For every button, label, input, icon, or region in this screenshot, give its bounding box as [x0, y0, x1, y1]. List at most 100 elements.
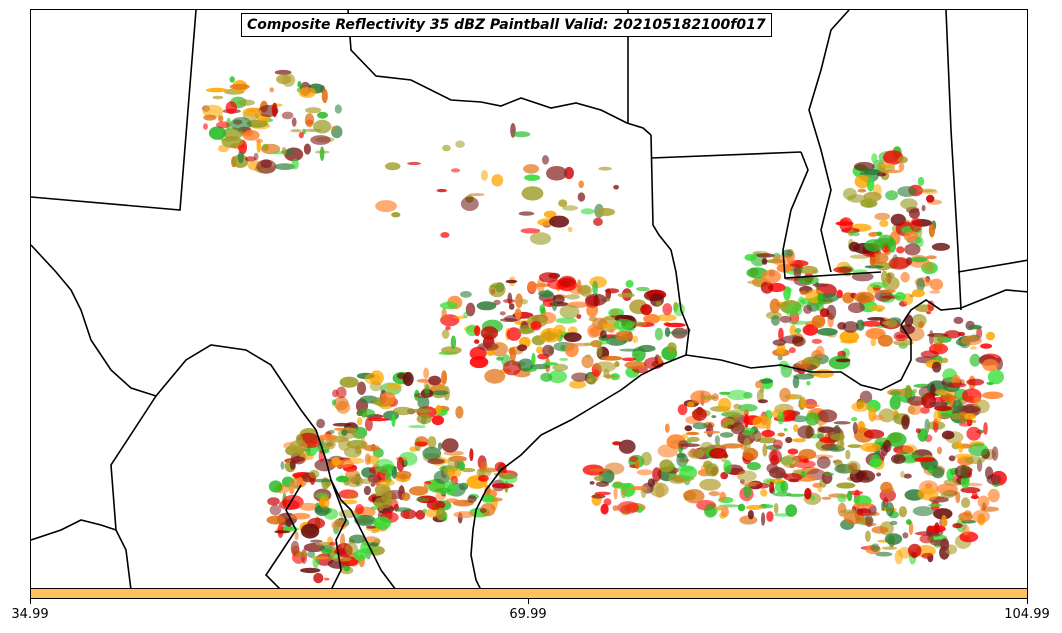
paintball-blob	[706, 423, 714, 438]
paintball-blob	[588, 468, 609, 472]
paintball-blob	[837, 493, 847, 503]
paintball-blob	[783, 286, 791, 301]
paintball-blob	[612, 505, 619, 511]
paintball-blob	[536, 346, 544, 354]
paintball-blob	[931, 361, 942, 373]
paintball-blob	[830, 433, 845, 441]
paintball-blob	[933, 409, 942, 424]
paintball-blob	[804, 488, 812, 500]
map-canvas	[31, 10, 1027, 588]
paintball-blob	[961, 497, 971, 509]
colorbar-tick-mid	[528, 599, 529, 604]
paintball-blob	[779, 387, 791, 403]
paintball-blob	[800, 265, 818, 275]
paintball-blob	[708, 491, 720, 497]
paintball-blob	[772, 254, 793, 266]
paintball-blob	[308, 469, 320, 479]
paintball-blob	[617, 292, 635, 298]
paintball-blob	[793, 265, 802, 279]
paintball-blob	[571, 372, 589, 382]
paintball-blob	[757, 437, 777, 444]
paintball-blob	[846, 460, 861, 474]
paintball-blob	[817, 409, 838, 423]
paintball-blob	[941, 394, 958, 402]
paintball-blob	[333, 396, 349, 411]
paintball-blob	[785, 436, 793, 444]
paintball-blob	[218, 115, 224, 122]
paintball-blob	[714, 435, 721, 445]
paintball-blob	[296, 476, 304, 488]
paintball-blob	[912, 388, 918, 394]
paintball-blob	[493, 472, 508, 476]
paintball-blob	[870, 338, 876, 347]
paintball-blob	[931, 242, 951, 251]
paintball-blob	[237, 151, 244, 164]
paintball-blob	[929, 290, 941, 294]
paintball-blob	[847, 302, 865, 314]
paintball-blob	[851, 272, 874, 282]
paintball-blob	[447, 467, 462, 479]
paintball-blob	[793, 373, 815, 380]
paintball-blob	[322, 439, 336, 450]
paintball-blob	[386, 382, 403, 391]
paintball-blob	[904, 384, 912, 398]
paintball-blob	[925, 255, 937, 260]
paintball-blob	[771, 315, 780, 326]
paintball-blob	[747, 510, 754, 520]
paintball-blob	[610, 308, 619, 317]
paintball-blob	[530, 321, 542, 331]
paintball-blob	[221, 136, 243, 148]
paintball-blob	[894, 549, 903, 565]
paintball-blob	[911, 551, 918, 559]
paintball-blob	[431, 415, 444, 426]
paintball-blob	[815, 345, 825, 359]
paintball-blob	[851, 416, 858, 422]
paintball-blob	[679, 465, 698, 480]
paintball-blob	[600, 503, 609, 515]
paintball-blob	[480, 326, 499, 340]
paintball-blob	[373, 516, 392, 530]
paintball-blob	[517, 344, 528, 352]
paintball-blob	[294, 531, 299, 541]
paintball-blob	[338, 438, 351, 451]
paintball-blob	[317, 111, 328, 119]
paintball-blob	[377, 479, 395, 487]
paintball-blob	[225, 101, 237, 115]
paintball-blob	[756, 253, 775, 258]
paintball-blob	[280, 461, 285, 470]
paintball-blob	[318, 434, 337, 441]
paintball-blob	[441, 307, 447, 321]
paintball-blob	[613, 319, 635, 330]
paintball-blob	[703, 430, 721, 434]
paintball-blob	[562, 205, 579, 211]
paintball-blob	[969, 353, 981, 367]
paintball-blob	[613, 487, 618, 500]
paintball-blob	[964, 456, 986, 464]
paintball-blob	[757, 399, 768, 404]
paintball-blob	[331, 457, 341, 467]
paintball-blob	[941, 357, 949, 364]
colorbar-label-mid: 69.99	[509, 607, 547, 622]
paintball-blob	[954, 465, 973, 479]
paintball-blob	[313, 572, 324, 584]
paintball-blob	[966, 418, 973, 426]
paintball-blob	[783, 473, 803, 482]
paintball-blob	[468, 193, 485, 197]
paintball-blob	[559, 304, 580, 319]
paintball-blob	[356, 417, 363, 426]
paintball-blob	[288, 481, 295, 495]
paintball-blob	[889, 395, 901, 411]
paintball-blob	[985, 466, 994, 480]
paintball-blob	[480, 503, 496, 517]
paintball-blob	[423, 483, 428, 493]
paintball-blob	[828, 355, 851, 370]
paintball-blob	[854, 174, 870, 189]
paintball-blob	[816, 456, 831, 469]
paintball-blob	[246, 119, 268, 128]
paintball-blob	[542, 344, 555, 357]
paintball-blob	[777, 432, 785, 437]
paintball-blob	[589, 481, 595, 485]
paintball-blob	[455, 406, 464, 419]
paintball-blob	[948, 455, 956, 462]
paintball-blob	[508, 303, 515, 310]
